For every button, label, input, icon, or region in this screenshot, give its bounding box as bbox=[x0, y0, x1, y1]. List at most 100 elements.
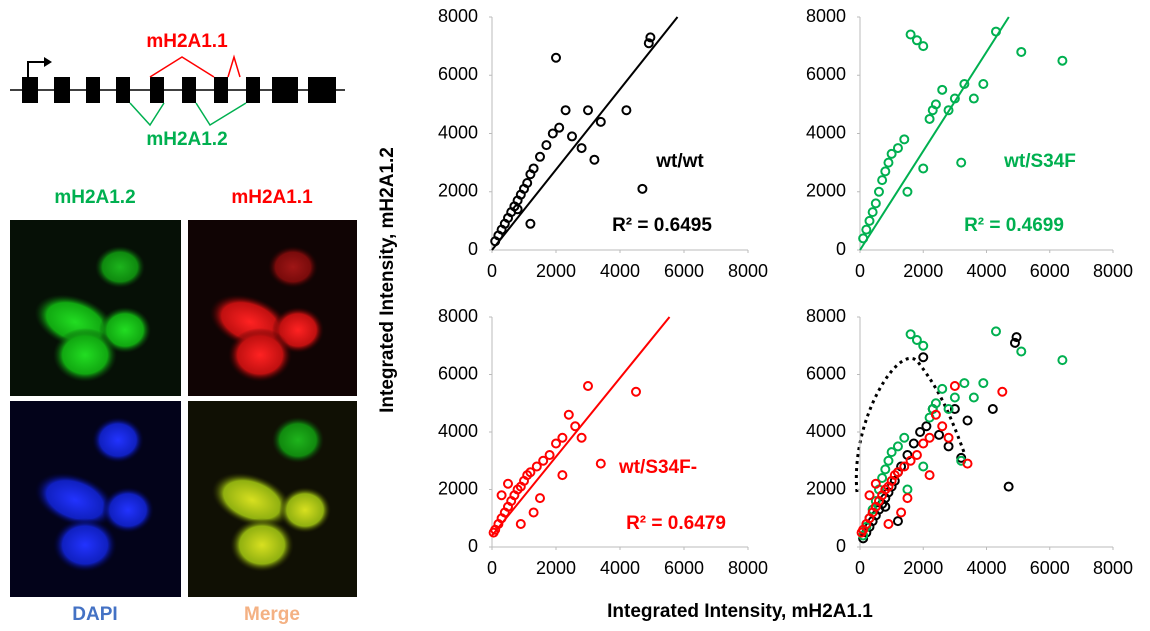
point bbox=[924, 470, 935, 481]
point bbox=[918, 438, 929, 449]
x-tick-label: 8000 bbox=[728, 558, 768, 578]
point bbox=[968, 93, 979, 104]
y-tick-label: 6000 bbox=[438, 64, 478, 84]
point bbox=[918, 340, 929, 351]
point bbox=[877, 473, 888, 483]
x-tick-label: 4000 bbox=[966, 558, 1006, 578]
point bbox=[595, 116, 606, 127]
y-tick-label: 0 bbox=[468, 239, 478, 259]
point bbox=[877, 175, 888, 186]
point bbox=[908, 438, 919, 449]
point bbox=[892, 467, 903, 478]
point bbox=[645, 32, 656, 43]
point bbox=[870, 496, 881, 506]
point bbox=[880, 464, 891, 475]
point bbox=[899, 432, 910, 443]
point bbox=[886, 148, 897, 159]
y-tick-label: 2000 bbox=[806, 478, 846, 498]
point bbox=[538, 455, 549, 466]
point bbox=[531, 461, 542, 472]
point bbox=[544, 450, 555, 460]
point bbox=[589, 154, 600, 165]
y-tick-label: 8000 bbox=[438, 306, 478, 326]
point bbox=[997, 386, 1008, 397]
point bbox=[861, 224, 872, 235]
point bbox=[902, 493, 913, 504]
point bbox=[962, 415, 973, 426]
point bbox=[930, 409, 941, 420]
outline-curve bbox=[854, 356, 967, 493]
point bbox=[1011, 332, 1022, 343]
y-tick-label: 4000 bbox=[438, 122, 478, 142]
x-tick-label: 6000 bbox=[1030, 261, 1070, 281]
point bbox=[949, 404, 960, 414]
point bbox=[949, 392, 960, 403]
point bbox=[918, 41, 929, 52]
image-label: DAPI bbox=[72, 604, 117, 625]
point bbox=[1009, 337, 1020, 348]
point bbox=[978, 78, 989, 89]
point bbox=[911, 335, 922, 345]
point bbox=[943, 432, 954, 443]
point bbox=[880, 166, 891, 177]
point bbox=[496, 490, 507, 501]
y-tick-label: 4000 bbox=[806, 421, 846, 441]
y-tick-label: 0 bbox=[468, 536, 478, 556]
x-tick-label: 0 bbox=[855, 261, 865, 281]
point bbox=[924, 432, 935, 443]
point bbox=[528, 163, 539, 174]
y-tick-label: 2000 bbox=[806, 181, 846, 201]
point bbox=[918, 163, 929, 174]
point bbox=[921, 421, 932, 432]
point bbox=[563, 409, 574, 420]
y-tick-label: 4000 bbox=[438, 421, 478, 441]
point bbox=[1057, 355, 1068, 366]
y-tick-label: 4000 bbox=[806, 122, 846, 142]
point bbox=[902, 186, 913, 197]
point bbox=[1016, 46, 1027, 57]
x-tick-label: 6000 bbox=[1030, 558, 1070, 578]
x-tick-label: 4000 bbox=[600, 261, 640, 281]
point bbox=[870, 478, 881, 489]
x-tick-label: 4000 bbox=[966, 261, 1006, 281]
point bbox=[962, 458, 973, 469]
point bbox=[567, 131, 577, 142]
point bbox=[911, 450, 922, 460]
x-tick-label: 2000 bbox=[536, 558, 576, 578]
point bbox=[522, 178, 533, 189]
point bbox=[535, 493, 545, 504]
microscopy: mH2A1.2 mH2A1.1 DAPI Merge bbox=[10, 187, 357, 625]
point bbox=[905, 329, 916, 340]
x-tick-label: 0 bbox=[487, 558, 497, 578]
y-tick-label: 2000 bbox=[438, 478, 478, 498]
r2-label: R² = 0.6479 bbox=[626, 513, 726, 534]
point bbox=[864, 490, 875, 501]
point bbox=[937, 84, 948, 95]
series-label: wt/wt bbox=[655, 151, 704, 172]
point bbox=[637, 183, 648, 194]
point bbox=[883, 519, 894, 529]
point bbox=[959, 378, 970, 389]
y-axis-title: Integrated Intensity, mH2A1.2 bbox=[377, 147, 398, 413]
point bbox=[870, 198, 881, 209]
point bbox=[525, 467, 536, 478]
point bbox=[880, 501, 891, 512]
point bbox=[902, 484, 913, 495]
point bbox=[525, 218, 536, 229]
point bbox=[911, 35, 922, 46]
point bbox=[918, 352, 929, 363]
x-axis-title: Integrated Intensity, mH2A1.1 bbox=[607, 601, 873, 622]
image-label: mH2A1.1 bbox=[231, 187, 313, 208]
point bbox=[1003, 481, 1014, 492]
series-label: wt/S34F- bbox=[618, 457, 697, 478]
point bbox=[535, 151, 545, 162]
x-tick-label: 0 bbox=[855, 558, 865, 578]
trendline bbox=[491, 316, 671, 537]
point bbox=[990, 326, 1001, 337]
x-tick-label: 2000 bbox=[903, 558, 943, 578]
trendline bbox=[859, 16, 1010, 251]
image-label: Merge bbox=[244, 604, 300, 625]
point bbox=[943, 404, 954, 414]
point bbox=[905, 455, 916, 466]
